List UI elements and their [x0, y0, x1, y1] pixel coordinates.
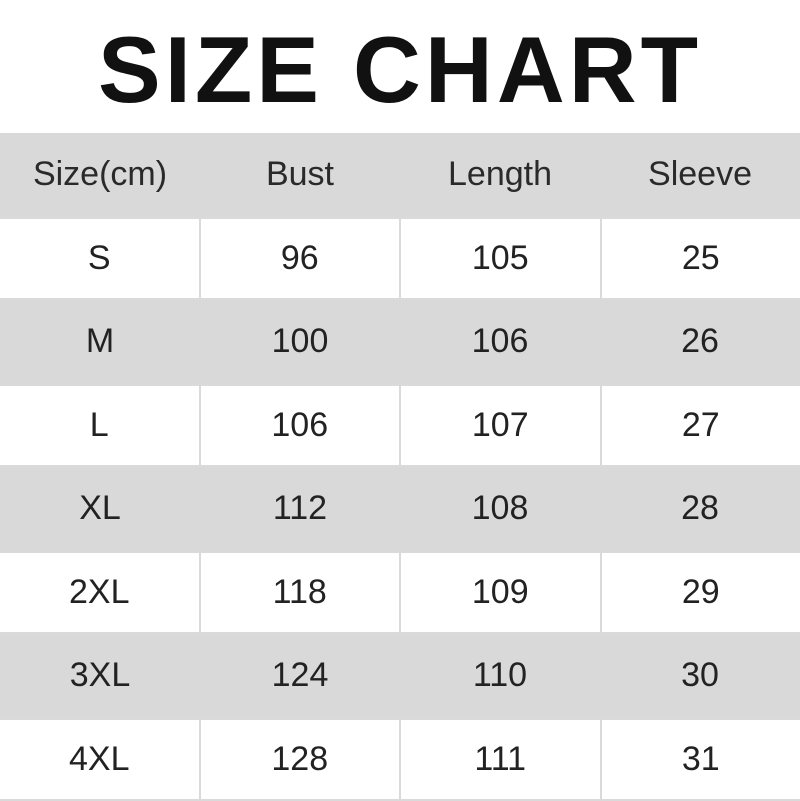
table-cell: 106 — [201, 386, 400, 466]
table-cell: 28 — [600, 467, 800, 551]
table-cell: 105 — [401, 219, 600, 299]
table-cell: 128 — [201, 720, 400, 800]
table-cell: M — [0, 300, 200, 384]
table-cell: 100 — [200, 300, 400, 384]
table-cell: 108 — [400, 467, 600, 551]
table-cell: 27 — [602, 386, 800, 466]
header-cell: Length — [400, 133, 600, 217]
table-cell: 3XL — [0, 634, 200, 718]
table-cell: 107 — [401, 386, 600, 466]
table-cell: 106 — [400, 300, 600, 384]
table-cell: L — [0, 386, 199, 466]
page-title: SIZE CHART — [0, 0, 800, 133]
table-cell: 110 — [400, 634, 600, 718]
table-cell: 25 — [602, 219, 800, 299]
table-cell: 26 — [600, 300, 800, 384]
header-cell: Bust — [200, 133, 400, 217]
table-cell: 4XL — [0, 720, 199, 800]
table-header: Size(cm) Bust Length Sleeve — [0, 133, 800, 217]
table-cell: 124 — [200, 634, 400, 718]
table-cell: 30 — [600, 634, 800, 718]
table-cell: 109 — [401, 553, 600, 633]
table-cell: 111 — [401, 720, 600, 800]
table-cell: 112 — [200, 467, 400, 551]
table-cell: 31 — [602, 720, 800, 800]
header-cell: Size(cm) — [0, 133, 200, 217]
table-cell: 29 — [602, 553, 800, 633]
table-cell: 2XL — [0, 553, 199, 633]
table-cell: S — [0, 219, 199, 299]
table-cell: XL — [0, 467, 200, 551]
table-cell: 96 — [201, 219, 400, 299]
header-cell: Sleeve — [600, 133, 800, 217]
table-cell: 118 — [201, 553, 400, 633]
